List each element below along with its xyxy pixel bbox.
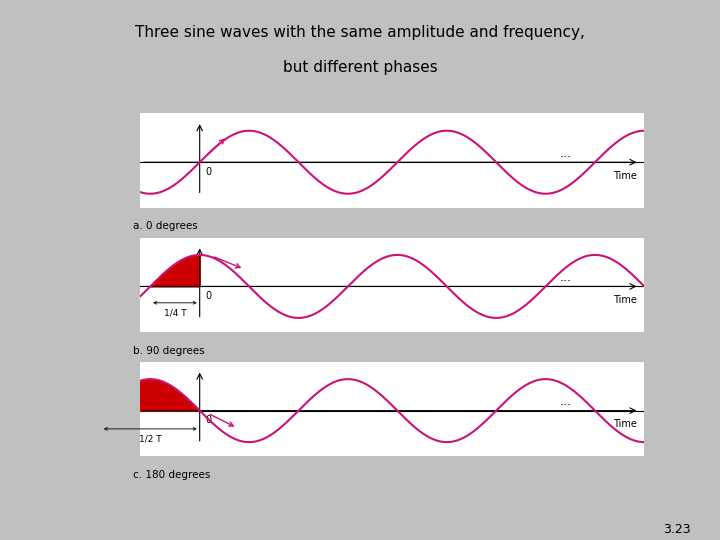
Text: Time: Time [613, 295, 636, 305]
Text: b. 90 degrees: b. 90 degrees [133, 346, 204, 356]
Text: ...: ... [559, 147, 572, 160]
Text: but different phases: but different phases [283, 60, 437, 75]
Text: ...: ... [559, 271, 572, 284]
Text: Time: Time [613, 420, 636, 429]
Text: 0: 0 [206, 291, 212, 301]
Text: 3.23: 3.23 [664, 523, 691, 536]
Text: Three sine waves with the same amplitude and frequency,: Three sine waves with the same amplitude… [135, 25, 585, 40]
Text: a. 0 degrees: a. 0 degrees [133, 221, 198, 232]
Text: ...: ... [559, 395, 572, 408]
Text: 0: 0 [206, 415, 212, 426]
Text: Time: Time [613, 171, 636, 181]
Text: c. 180 degrees: c. 180 degrees [133, 470, 210, 480]
Text: 0: 0 [206, 167, 212, 177]
Text: 1/4 T: 1/4 T [163, 308, 186, 318]
Text: 1/2 T: 1/2 T [139, 435, 161, 443]
